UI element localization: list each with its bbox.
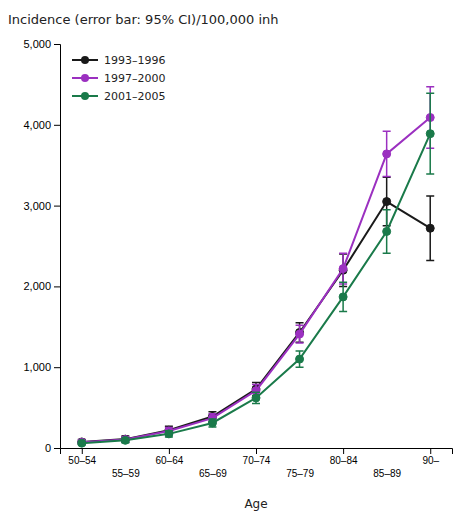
legend-item: 1993–1996	[72, 54, 166, 67]
series-line	[82, 202, 430, 442]
y-tick-label: 4,000	[23, 119, 51, 131]
y-axis-line	[54, 45, 61, 449]
marks	[78, 87, 434, 447]
legend-marker	[81, 56, 89, 64]
marker	[165, 430, 173, 438]
x-tick-label: 50–54	[68, 455, 96, 466]
error-bar	[426, 196, 434, 261]
y-tick-label: 2,000	[23, 280, 51, 292]
plot: 0 1,000 2,000 3,000 4,000 5,000 50–54 55–59 60–6…	[23, 38, 452, 479]
legend-marker	[81, 74, 89, 82]
marker	[426, 130, 434, 138]
y-tick: 1,000	[23, 361, 60, 373]
x-tick-mark	[256, 448, 257, 454]
x-tick: 50–54	[68, 448, 96, 466]
y-tick-mark	[54, 448, 60, 449]
x-tick: 70–74	[243, 448, 271, 466]
x-tick-label: 70–74	[243, 455, 271, 466]
series	[78, 87, 434, 447]
x-tick: 85–89	[373, 448, 401, 479]
x-tick-label: 90–	[422, 455, 439, 466]
x-tick-mark	[169, 448, 170, 454]
x-tick: 60–64	[155, 448, 183, 466]
marker	[426, 224, 434, 232]
error-bar	[339, 253, 347, 284]
marker	[252, 394, 260, 402]
y-tick-mark	[54, 367, 60, 368]
title: Incidence (error bar: 95% CI)/100,000 in…	[8, 12, 279, 27]
x-tick: 90–	[422, 448, 439, 466]
x-tick-label: 80–84	[330, 455, 358, 466]
marker	[208, 419, 216, 427]
y-tick-mark	[54, 286, 60, 287]
series-line	[82, 118, 430, 443]
legend-item: 1997–2000	[72, 72, 166, 85]
x-tick: 65–69	[199, 448, 227, 479]
series	[78, 93, 434, 447]
legend: 1993–1996 1997–2000 2001–2005	[72, 54, 166, 103]
x-tick: 80–84	[330, 448, 358, 466]
marker	[339, 293, 347, 301]
marker	[121, 436, 129, 444]
y-axis: 0 1,000 2,000 3,000 4,000 5,000	[23, 38, 60, 454]
marker	[339, 265, 347, 273]
x-tick-label: 60–64	[155, 455, 183, 466]
marker	[296, 355, 304, 363]
legend-label: 2001–2005	[104, 90, 166, 103]
y-tick: 3,000	[23, 200, 60, 212]
x-tick-label: 75–79	[286, 468, 314, 479]
error-bar	[296, 351, 304, 367]
series-line	[82, 134, 430, 443]
legend-marker	[81, 92, 89, 100]
y-tick: 0	[45, 442, 60, 454]
error-bar	[339, 282, 347, 311]
error-bar	[165, 431, 173, 437]
marker	[78, 439, 86, 447]
y-tick-mark	[54, 206, 60, 207]
x-tick: 75–79	[286, 448, 314, 479]
x-tick-label: 85–89	[373, 468, 401, 479]
y-tick: 5,000	[23, 38, 60, 50]
error-bar	[383, 210, 391, 254]
x-tick-label: 55–59	[112, 468, 140, 479]
y-tick-label: 5,000	[23, 38, 51, 50]
y-tick-label: 0	[45, 442, 51, 454]
legend-item: 2001–2005	[72, 90, 166, 103]
series	[78, 177, 434, 446]
chart: 0 1,000 2,000 3,000 4,000 5,000 50–54 55–59 60–6…	[0, 0, 474, 526]
legend-label: 1997–2000	[104, 72, 166, 85]
x-tick-mark	[343, 448, 344, 454]
error-bar	[252, 392, 260, 403]
error-bar	[296, 325, 304, 343]
y-tick-label: 3,000	[23, 200, 51, 212]
marker	[296, 330, 304, 338]
y-tick: 2,000	[23, 280, 60, 292]
marker	[383, 227, 391, 235]
y-tick-mark	[54, 125, 60, 126]
marker	[383, 150, 391, 158]
legend-label: 1993–1996	[104, 54, 166, 67]
marker	[121, 436, 129, 444]
error-bar	[383, 131, 391, 176]
x-axis-line	[61, 449, 453, 455]
marker	[383, 198, 391, 206]
x-tick-mark	[82, 448, 83, 454]
error-bar	[208, 419, 216, 427]
x-tick-label: 65–69	[199, 468, 227, 479]
x-axis-title: Age	[244, 497, 267, 511]
error-bar	[426, 93, 434, 174]
x-tick-mark	[430, 448, 431, 454]
x-axis: 50–54 55–59 60–64 65–69 70–74 75–79 80–84 85–89…	[61, 448, 453, 479]
y-tick: 4,000	[23, 119, 60, 131]
y-tick-mark	[54, 44, 60, 45]
marker	[78, 438, 86, 446]
y-tick-label: 1,000	[23, 361, 51, 373]
x-tick: 55–59	[112, 448, 140, 479]
